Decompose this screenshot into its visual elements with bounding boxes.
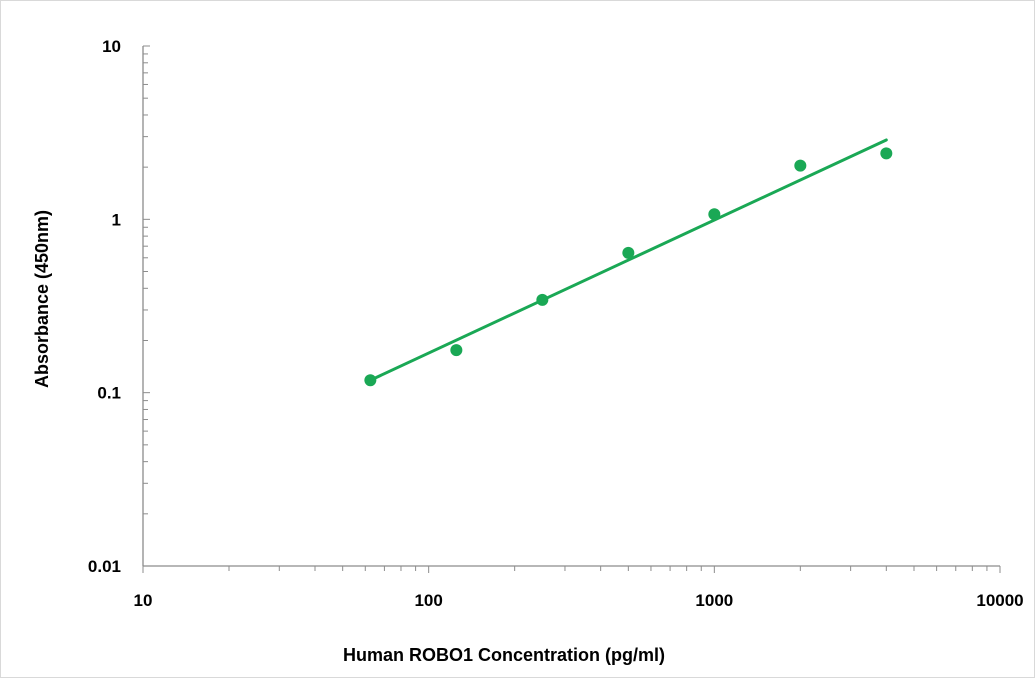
trendline-group	[368, 138, 888, 382]
data-points	[364, 147, 893, 387]
data-point	[536, 293, 549, 306]
y-axis-title: Absorbance (450nm)	[32, 210, 52, 388]
tick-marks	[142, 45, 1001, 573]
data-point	[364, 374, 377, 387]
x-axis-title: Human ROBO1 Concentration (pg/ml)	[343, 645, 665, 665]
x-tick-label: 10	[134, 591, 153, 610]
axes	[142, 46, 1000, 567]
data-point	[880, 147, 893, 160]
y-tick-label: 0.1	[97, 384, 121, 403]
y-tick-label: 0.01	[88, 557, 121, 576]
y-tick-label: 10	[102, 37, 121, 56]
data-point	[450, 344, 463, 357]
x-tick-label: 1000	[695, 591, 733, 610]
tick-labels: 10 100 1000 10000 0.01 0.1 1 10	[88, 37, 1024, 610]
data-point	[794, 159, 807, 172]
x-tick-label: 10000	[976, 591, 1023, 610]
data-point	[622, 246, 635, 259]
x-tick-label: 100	[414, 591, 442, 610]
y-tick-label: 1	[112, 210, 121, 229]
data-point	[708, 208, 721, 221]
trendline	[368, 138, 888, 382]
